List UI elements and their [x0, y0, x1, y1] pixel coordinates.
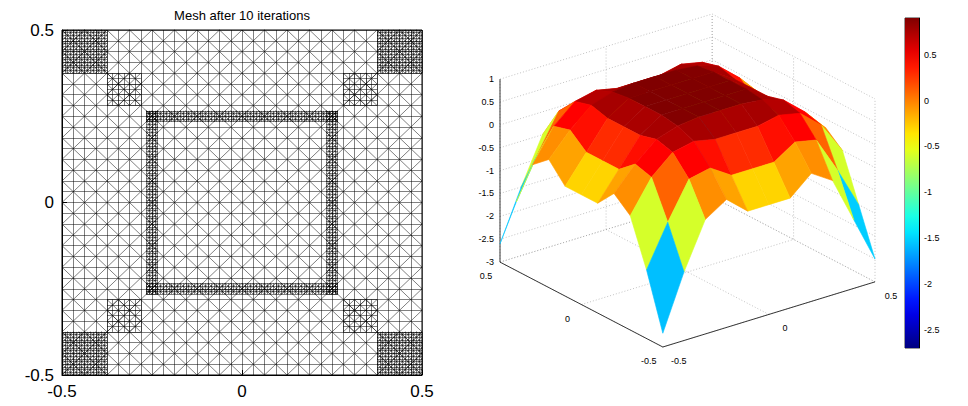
svg-text:0.5: 0.5: [410, 382, 434, 401]
svg-text:-0.5: -0.5: [478, 143, 494, 153]
svg-text:0.5: 0.5: [480, 271, 493, 281]
svg-text:0.5: 0.5: [924, 50, 937, 60]
svg-text:-3: -3: [486, 257, 494, 267]
svg-text:-1: -1: [486, 166, 494, 176]
svg-text:-0.5: -0.5: [924, 141, 940, 151]
svg-text:0.5: 0.5: [885, 291, 898, 301]
svg-text:-0.5: -0.5: [24, 365, 54, 385]
svg-text:0: 0: [782, 323, 787, 333]
svg-text:-2: -2: [486, 211, 494, 221]
svg-text:-1: -1: [924, 187, 932, 197]
svg-text:-2.5: -2.5: [478, 234, 494, 244]
svg-text:0: 0: [237, 382, 246, 401]
svg-text:-1.5: -1.5: [924, 233, 940, 243]
svg-text:-2.5: -2.5: [924, 325, 940, 335]
svg-text:0.5: 0.5: [481, 97, 494, 107]
svg-text:0: 0: [924, 96, 929, 106]
svg-text:0: 0: [489, 120, 494, 130]
svg-text:-2: -2: [924, 279, 932, 289]
svg-text:-0.5: -0.5: [671, 356, 687, 366]
svg-text:0: 0: [565, 314, 570, 324]
svg-text:-0.5: -0.5: [47, 382, 76, 401]
svg-text:Mesh after 10 iterations: Mesh after 10 iterations: [174, 8, 310, 23]
svg-text:1: 1: [489, 74, 494, 84]
svg-text:0: 0: [45, 193, 54, 212]
svg-text:-0.5: -0.5: [641, 356, 657, 366]
svg-text:0.5: 0.5: [30, 21, 54, 40]
svg-text:-1.5: -1.5: [478, 188, 494, 198]
